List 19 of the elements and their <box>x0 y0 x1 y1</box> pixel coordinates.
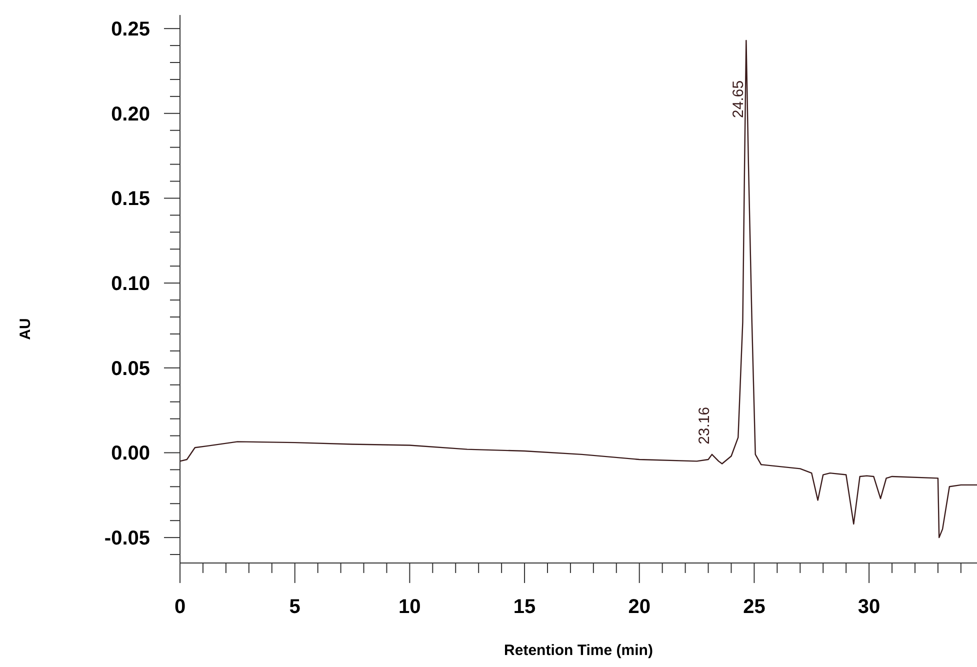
x-tick-label: 25 <box>743 596 766 618</box>
x-axis-title: Retention Time (min) <box>504 642 653 659</box>
y-tick-label: 0.25 <box>111 18 150 41</box>
x-tick-label: 0 <box>174 596 186 618</box>
y-axis-title: AU <box>17 318 34 340</box>
x-tick-label: 10 <box>398 596 421 618</box>
line-series <box>179 40 977 538</box>
y-tick-label: 0.20 <box>111 103 150 126</box>
annotation: 23.16 <box>696 406 713 444</box>
y-tick-label: 0.00 <box>111 442 150 465</box>
y-tick-label: -0.05 <box>104 528 150 550</box>
y-tick-label: 0.10 <box>111 273 150 296</box>
x-tick-label: 5 <box>289 596 300 618</box>
x-tick-label: 15 <box>513 596 536 618</box>
annotation: 24.65 <box>730 80 748 118</box>
x-tick-label: 20 <box>628 596 650 618</box>
y-tick-label: 0.15 <box>111 188 150 210</box>
y-tick-label: 0.05 <box>111 358 150 380</box>
x-tick-label: 30 <box>858 596 880 618</box>
